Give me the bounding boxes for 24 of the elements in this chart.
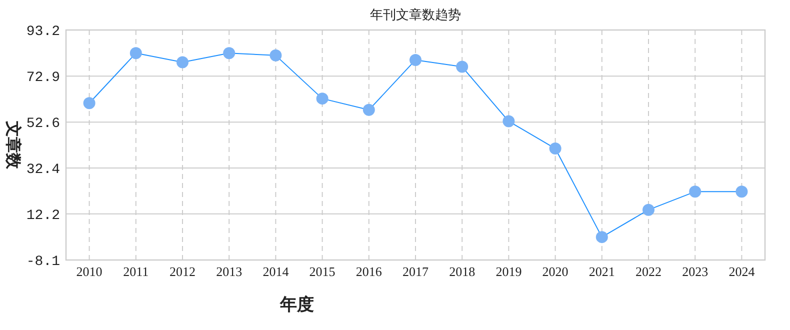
chart-title: 年刊文章数趋势 <box>370 7 461 22</box>
x-tick-label: 2010 <box>76 264 102 279</box>
y-tick-label: 72.9 <box>26 70 60 86</box>
x-tick-label: 2024 <box>728 264 756 279</box>
x-tick-label: 2020 <box>542 264 568 279</box>
x-tick-label: 2015 <box>309 264 336 279</box>
x-tick-label: 2018 <box>449 264 476 279</box>
x-tick-label: 2022 <box>636 264 662 279</box>
y-tick-label: 12.2 <box>26 208 60 224</box>
y-tick-label: 52.6 <box>26 116 60 132</box>
x-tick-label: 2016 <box>356 264 382 279</box>
x-tick-label: 2017 <box>402 264 429 279</box>
x-tick-label: 2014 <box>262 264 290 279</box>
x-axis-title: 年度 <box>279 295 314 314</box>
x-tick-label: 2021 <box>588 264 615 279</box>
x-tick-label: 2012 <box>170 264 196 279</box>
y-tick-label: 93.2 <box>26 24 60 40</box>
x-tick-label: 2011 <box>123 264 149 279</box>
x-tick-label: 2019 <box>496 264 522 279</box>
x-tick-label: 2023 <box>682 264 708 279</box>
x-tick-label: 2013 <box>216 264 242 279</box>
y-tick-label: -8.1 <box>26 254 60 270</box>
y-tick-label: 32.4 <box>26 162 60 178</box>
y-axis-title: 文章数 <box>4 120 22 170</box>
